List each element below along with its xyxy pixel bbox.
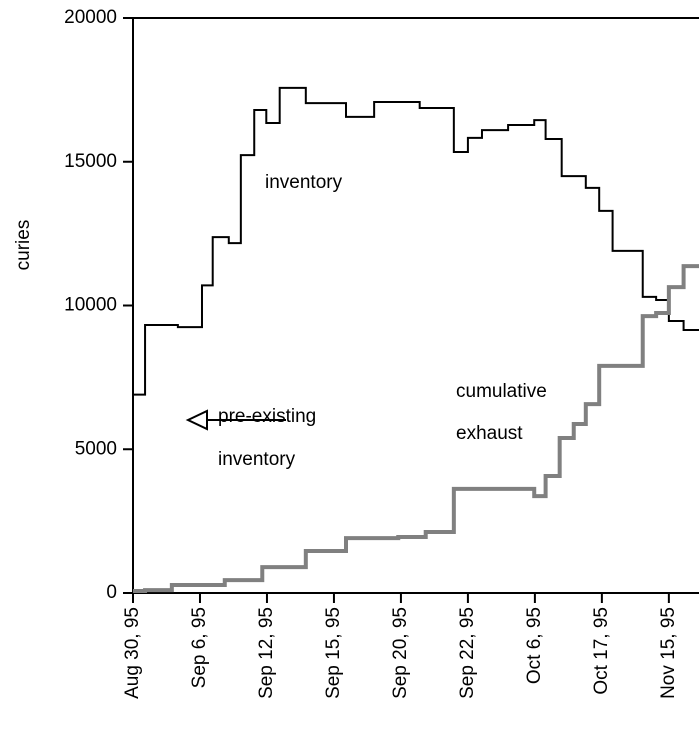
x-tick-label: Oct 6, 95 [524, 607, 545, 684]
y-tick-label: 10000 [64, 295, 117, 316]
y-tick-label: 5000 [75, 438, 117, 459]
y-tick-label: 0 [106, 582, 117, 603]
x-tick-label: Aug 30, 95 [122, 607, 143, 699]
x-tick-label: Sep 22, 95 [457, 607, 478, 699]
x-tick-label: Sep 12, 95 [256, 607, 277, 699]
x-tick-label: Oct 17, 95 [591, 607, 612, 695]
annotation: cumulative [456, 381, 547, 402]
x-tick-label: Nov 15, 95 [658, 607, 679, 699]
y-tick-label: 20000 [64, 7, 117, 28]
annotation: inventory [218, 449, 296, 470]
arrow [185, 409, 286, 431]
annotation: pre-existing [218, 406, 316, 427]
x-tick-label: Sep 20, 95 [390, 607, 411, 699]
x-tick-label: Sep 6, 95 [189, 607, 210, 688]
step-line [133, 264, 699, 593]
annotation: exhaust [456, 423, 523, 444]
annotation: inventory [265, 172, 343, 193]
step-line [133, 86, 699, 396]
y-axis-label: curies [13, 220, 34, 271]
y-tick-label: 15000 [64, 151, 117, 172]
x-tick-label: Sep 15, 95 [323, 607, 344, 699]
